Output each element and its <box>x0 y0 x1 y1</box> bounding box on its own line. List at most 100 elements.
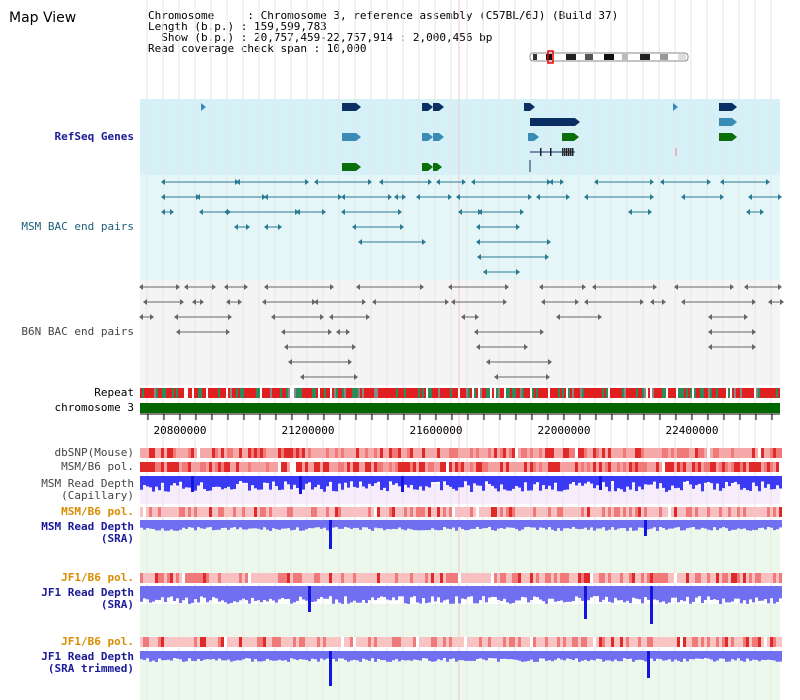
repeat-block <box>772 388 774 398</box>
depth-bar <box>665 651 668 661</box>
msm-bac-track[interactable] <box>161 179 782 275</box>
heat-cell <box>152 573 155 583</box>
heat-cell <box>506 637 509 647</box>
heat-cell <box>398 507 401 517</box>
heat-cell <box>449 448 452 458</box>
depth-bar <box>623 520 626 529</box>
depth-bar <box>368 520 371 530</box>
heat-cell <box>539 507 542 517</box>
b6n-bac-pair-end <box>505 284 509 290</box>
heat-cell <box>716 507 719 517</box>
depth-bar <box>440 651 443 661</box>
heat-cell <box>392 507 395 517</box>
heat-cell <box>623 573 626 583</box>
depth-bar <box>413 651 416 660</box>
heat-cell <box>479 637 482 647</box>
heat-cell <box>347 448 350 458</box>
depth-bar <box>668 586 671 603</box>
depth-bar <box>254 586 257 601</box>
heat-cell <box>161 637 164 647</box>
depth-bar <box>161 651 164 661</box>
depth-bar <box>185 476 188 488</box>
b6n-bac-pair-end <box>176 329 180 335</box>
heat-cell <box>266 573 269 583</box>
depth-bar <box>716 520 719 531</box>
label-jf1-depth-sra: JF1 Read Depth <box>41 586 134 599</box>
depth-bar <box>404 651 407 661</box>
depth-bar <box>608 586 611 602</box>
heat-cell <box>767 573 770 583</box>
heat-cell <box>314 507 317 517</box>
b6n-bac-track[interactable] <box>139 284 784 380</box>
heat-cell <box>554 507 557 517</box>
repeat-block <box>218 388 220 398</box>
depth-bar <box>722 520 725 528</box>
heat-cell <box>260 637 263 647</box>
heat-cell <box>509 573 512 583</box>
depth-bar <box>461 651 464 661</box>
heat-cell <box>284 448 287 458</box>
depth-bar <box>728 476 731 487</box>
heat-cell <box>680 507 683 517</box>
depth-bar <box>533 520 536 528</box>
depth-bar <box>182 476 185 489</box>
heat-cell <box>164 573 167 583</box>
depth-bar <box>413 476 416 490</box>
depth-bar <box>497 520 500 529</box>
depth-bar <box>689 586 692 604</box>
depth-bar <box>569 520 572 529</box>
heat-cell <box>635 448 638 458</box>
depth-bar <box>698 651 701 659</box>
depth-bar <box>302 586 305 600</box>
depth-bar <box>482 520 485 529</box>
depth-bar <box>491 586 494 597</box>
heat-cell <box>758 573 761 583</box>
chromosome-ideogram[interactable] <box>529 50 689 64</box>
depth-bar <box>575 476 578 486</box>
heat-cell <box>614 507 617 517</box>
heat-cell <box>350 507 353 517</box>
heat-cell <box>455 637 458 647</box>
depth-bar <box>251 520 254 529</box>
depth-bar <box>416 651 419 660</box>
b6n-bac-pair-end <box>752 299 756 305</box>
chromosome-bar <box>140 403 780 413</box>
heat-cell <box>224 507 227 517</box>
depth-bar <box>221 651 224 661</box>
heat-cell <box>152 637 155 647</box>
heat-cell <box>491 637 494 647</box>
heat-cell <box>164 462 167 472</box>
repeat-block <box>308 388 310 398</box>
repeat-block <box>558 388 560 398</box>
depth-bar <box>458 651 461 661</box>
b6n-bac-pair-end <box>584 299 588 305</box>
heat-cell <box>722 507 725 517</box>
heat-cell <box>635 507 638 517</box>
heat-cell <box>671 507 674 517</box>
repeat-block <box>200 388 202 398</box>
heat-cell <box>545 637 548 647</box>
heat-cell <box>602 573 605 583</box>
repeat-block <box>142 388 144 398</box>
heat-cell <box>761 507 764 517</box>
repeat-block <box>512 388 514 398</box>
heat-cell <box>155 573 158 583</box>
depth-bar <box>239 586 242 601</box>
depth-bar <box>722 651 725 659</box>
repeat-block <box>386 388 388 398</box>
heat-cell <box>677 573 680 583</box>
heat-cell <box>608 507 611 517</box>
repeat-block <box>554 388 556 398</box>
heat-cell <box>611 462 614 472</box>
heat-cell <box>305 573 308 583</box>
repeat-block <box>340 388 342 398</box>
heat-cell <box>347 573 350 583</box>
heat-cell <box>434 507 437 517</box>
depth-bar <box>467 651 470 661</box>
depth-bar <box>773 476 776 489</box>
refseq-genes-track[interactable] <box>201 103 737 172</box>
gene-arrow <box>428 103 433 111</box>
heat-cell <box>596 507 599 517</box>
exon <box>570 148 572 156</box>
